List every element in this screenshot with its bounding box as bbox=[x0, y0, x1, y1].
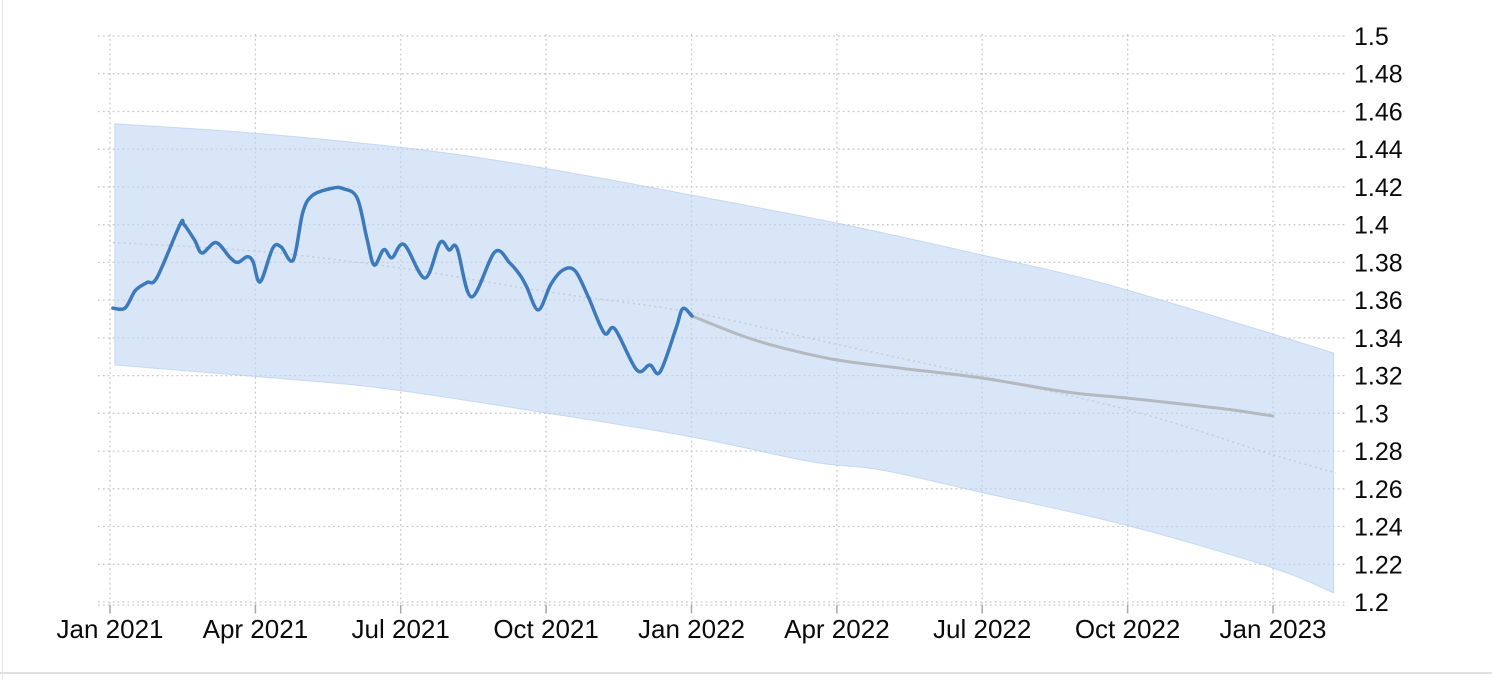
x-axis-label: Oct 2021 bbox=[493, 614, 599, 644]
history-line-group bbox=[111, 185, 694, 376]
y-axis-label: 1.46 bbox=[1354, 99, 1403, 127]
y-axis-label: 1.44 bbox=[1354, 136, 1403, 164]
x-axis-label: Jan 2023 bbox=[1220, 614, 1327, 644]
trend-line bbox=[112, 241, 1337, 474]
x-axis-label: Jul 2021 bbox=[352, 614, 450, 644]
forecast-line-group bbox=[690, 314, 1275, 418]
y-axis-label: 1.48 bbox=[1354, 61, 1403, 89]
y-axis-label: 1.34 bbox=[1354, 325, 1403, 353]
forecast-line bbox=[690, 314, 1275, 418]
trend-line-group bbox=[112, 241, 1337, 474]
x-axis-label: Jan 2021 bbox=[57, 614, 164, 644]
y-axis-label: 1.42 bbox=[1354, 174, 1403, 202]
y-axis-label: 1.32 bbox=[1354, 363, 1403, 391]
x-axis-label: Jan 2022 bbox=[638, 614, 745, 644]
frame-left-border bbox=[2, 0, 3, 680]
x-axis-label: Apr 2021 bbox=[203, 614, 309, 644]
y-axis-label: 1.36 bbox=[1354, 287, 1403, 315]
history-line bbox=[111, 185, 694, 376]
y-axis-label: 1.38 bbox=[1354, 249, 1403, 277]
x-axis-label: Oct 2022 bbox=[1075, 614, 1181, 644]
y-axis-label: 1.3 bbox=[1354, 400, 1389, 428]
y-axis-labels: 1.5 1.48 1.46 1.44 1.42 1.4 1.38 1.36 1.34 1.32 1.… bbox=[1354, 23, 1403, 617]
y-axis-label: 1.24 bbox=[1354, 514, 1403, 542]
x-axis bbox=[98, 604, 1345, 614]
y-axis-label: 1.22 bbox=[1354, 551, 1403, 579]
x-axis-label: Apr 2022 bbox=[784, 614, 890, 644]
y-axis-label: 1.2 bbox=[1354, 589, 1389, 617]
x-axis-label: Jul 2022 bbox=[933, 614, 1031, 644]
frame-bottom-border bbox=[0, 672, 1492, 674]
x-axis-labels: Jan 2021 Apr 2021 Jul 2021 Oct 2021 Jan 2022… bbox=[57, 614, 1327, 644]
y-axis-label: 1.5 bbox=[1354, 23, 1389, 51]
y-axis-label: 1.26 bbox=[1354, 476, 1403, 504]
y-axis-label: 1.4 bbox=[1354, 212, 1389, 240]
confidence-band-group bbox=[114, 123, 1335, 594]
y-axis-label: 1.28 bbox=[1354, 438, 1403, 466]
confidence-band bbox=[114, 123, 1335, 594]
